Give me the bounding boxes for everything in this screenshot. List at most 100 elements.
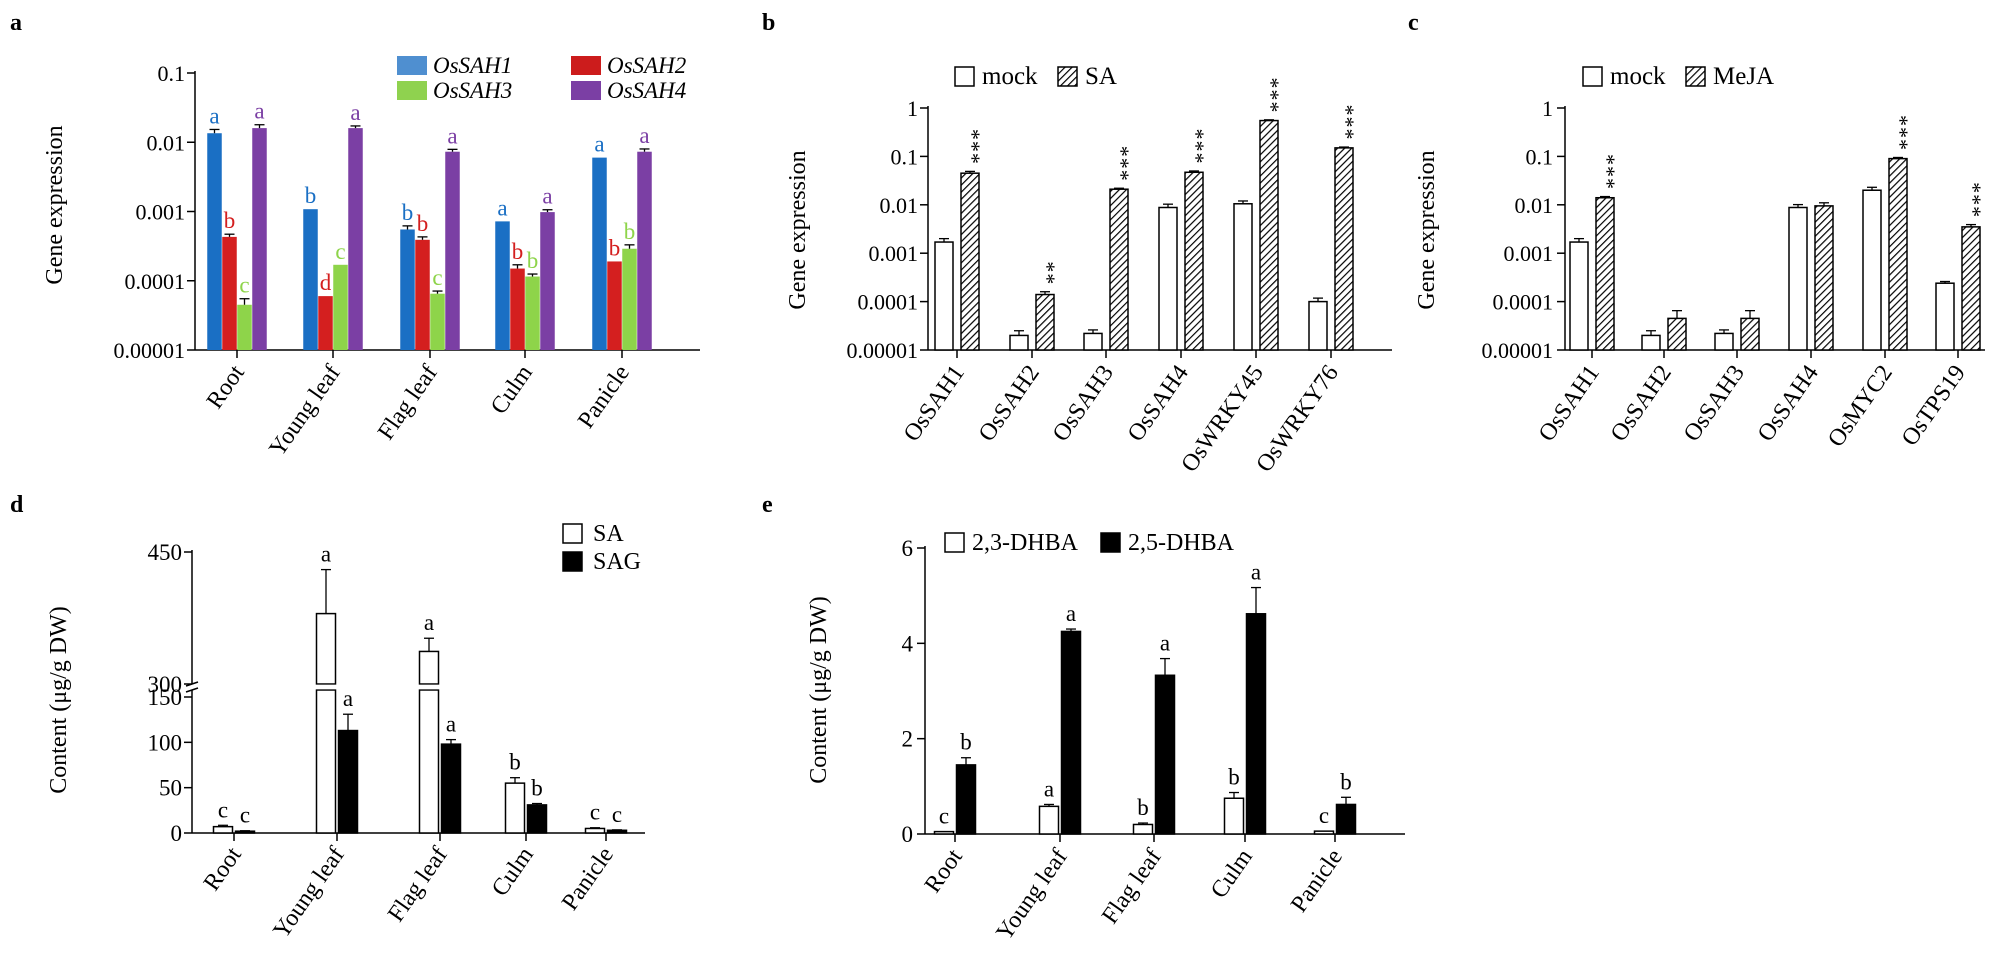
panel-d-legend-label: SA [593, 521, 624, 547]
panel-d-significance-letter: c [218, 797, 228, 822]
panel-e-y-tick-label: 6 [902, 536, 914, 561]
panel-e-y-tick-label: 4 [902, 631, 914, 656]
panel-d-significance-letter: b [509, 750, 521, 775]
panel-d-y-tick-label: 100 [148, 730, 183, 755]
panel-letter-d: d [10, 492, 24, 518]
panel-b-bar [1334, 147, 1354, 351]
panel-b-y-tick-label: 0.00001 [847, 338, 919, 363]
panel-b-significance-star: * [1109, 158, 1134, 169]
panel-a-y-tick-label: 0.0001 [125, 269, 186, 294]
panel-c-bar [1714, 332, 1734, 351]
panel-b-legend-label: SA [1085, 63, 1117, 90]
panel-e-bar [955, 764, 977, 835]
panel-b-bar [1233, 203, 1253, 351]
panel-d-bar-break-gap [315, 684, 337, 690]
panel-a-legend-swatch [571, 56, 601, 75]
panel-a-legend-swatch [397, 81, 427, 100]
panel-b-bar [1308, 300, 1328, 351]
panel-d-significance-letter: a [321, 542, 331, 567]
panel-b-y-tick-label: 0.0001 [858, 290, 919, 315]
panel-e-x-tick-label: Culm [1206, 844, 1258, 903]
panel-a-significance-letter: c [432, 265, 442, 290]
panel-e-y-tick-label: 0 [902, 822, 914, 847]
panel-e-bar [1038, 805, 1060, 835]
panel-b-bar [1184, 171, 1204, 351]
panel-c-y-tick-label: 0.00001 [1482, 338, 1554, 363]
panel-e-x-tick-label: Flag leaf [1097, 845, 1167, 929]
panel-a-bar [622, 248, 637, 350]
panel-e-legend-label: 2,3-DHBA [972, 530, 1079, 556]
panel-b-y-tick-label: 1 [907, 96, 918, 121]
panel-c-bar [1888, 157, 1908, 351]
panel-a-bar [525, 276, 540, 350]
panel-d-bar-upper [418, 650, 440, 685]
panel-c-x-tick-label: OsTPS19 [1897, 361, 1971, 451]
panel-c-legend-swatch [1582, 66, 1603, 87]
panel-e-significance-letter: b [960, 730, 972, 755]
panel-c-y-tick-label: 1 [1542, 96, 1553, 121]
panel-a-significance-letter: b [609, 235, 621, 260]
panel-b-significance-star: * [960, 153, 985, 164]
panel-a-bar [607, 261, 622, 350]
panel-a-bar [510, 268, 525, 350]
panel-d-bar [504, 782, 526, 834]
panel-c-bar [1740, 317, 1760, 351]
panel-d-significance-letter: a [424, 610, 434, 635]
panel-c-x-tick-label: OsSAH1 [1534, 361, 1605, 447]
panel-c-y-tick-label: 0.1 [1526, 144, 1554, 169]
panel-a-significance-letter: b [402, 200, 414, 225]
panel-a-legend-label: OsSAH2 [607, 53, 686, 78]
panel-c-bar [1935, 282, 1955, 351]
panel-c-significance-star: * [1595, 166, 1620, 177]
panel-c-x-tick-label: OsSAH3 [1679, 361, 1750, 447]
panel-e-x-tick-label: Root [920, 844, 968, 897]
panel-d-x-tick-label: Young leaf [268, 843, 349, 944]
panel-c-bar [1569, 241, 1589, 351]
panel-e-significance-letter: a [1066, 601, 1076, 626]
panel-a-x-tick-label: Culm [486, 360, 538, 419]
panel-b-x-tick-label: OsSAH4 [1123, 361, 1194, 447]
panel-b-significance-star: * [1109, 146, 1134, 157]
panel-b-bar [934, 241, 954, 351]
panel-b-legend-swatch [954, 66, 975, 87]
panel-d-bar [234, 830, 256, 834]
panel-a-significance-letter: b [417, 211, 429, 236]
panel-a-significance-letter: a [639, 123, 649, 148]
panel-c-bar [1641, 334, 1661, 351]
panel-b-x-tick-label: OsSAH1 [899, 361, 970, 447]
panel-c-y-axis-label: Gene expression [1414, 150, 1440, 309]
panel-d-significance-letter: a [446, 712, 456, 737]
panel-c-bar [1788, 206, 1808, 351]
panel-d-y-tick-label: 300 [148, 672, 183, 697]
panel-a-significance-letter: a [350, 100, 360, 125]
panel-e-x-tick-label: Panicle [1286, 845, 1348, 918]
panel-d-significance-letter: c [240, 803, 250, 828]
panel-c-chart: 0.00001 0.0001 0.001 0.01 0.1 1 Gene expressio… [1414, 63, 1986, 452]
panel-b-significance-star: * [1334, 129, 1359, 140]
panel-d-legend-label: SAG [593, 549, 641, 575]
panel-b-bar [1109, 188, 1129, 351]
panel-d-y-tick-label: 0 [171, 821, 183, 846]
panel-d-legend-swatch [562, 551, 583, 572]
panel-d-significance-letter: c [612, 802, 622, 827]
panel-b-y-axis-label: Gene expression [785, 150, 811, 309]
panel-letter-c: c [1408, 10, 1419, 36]
panel-c-significance-star: * [1595, 178, 1620, 189]
panel-e-significance-letter: a [1251, 560, 1261, 585]
panel-b-bar [1083, 332, 1103, 351]
panel-b-significance-star: * [1259, 101, 1284, 112]
panel-b-significance-star: * [1035, 273, 1060, 284]
panel-b-bar [960, 172, 980, 351]
panel-e-bar [1132, 823, 1154, 835]
panel-b-y-tick-label: 0.01 [880, 193, 919, 218]
panel-d-y-axis-label: Content (μg/g DW) [46, 606, 72, 794]
panel-a-legend-swatch [397, 56, 427, 75]
panel-a-significance-letter: b [512, 239, 524, 264]
panel-e-significance-letter: b [1228, 765, 1240, 790]
panel-a-bar [237, 304, 252, 350]
panel-b-significance-star: * [960, 141, 985, 152]
panel-d-x-tick-label: Culm [487, 842, 539, 901]
panel-a-bar [252, 128, 267, 350]
panel-e-significance-letter: b [1137, 795, 1149, 820]
